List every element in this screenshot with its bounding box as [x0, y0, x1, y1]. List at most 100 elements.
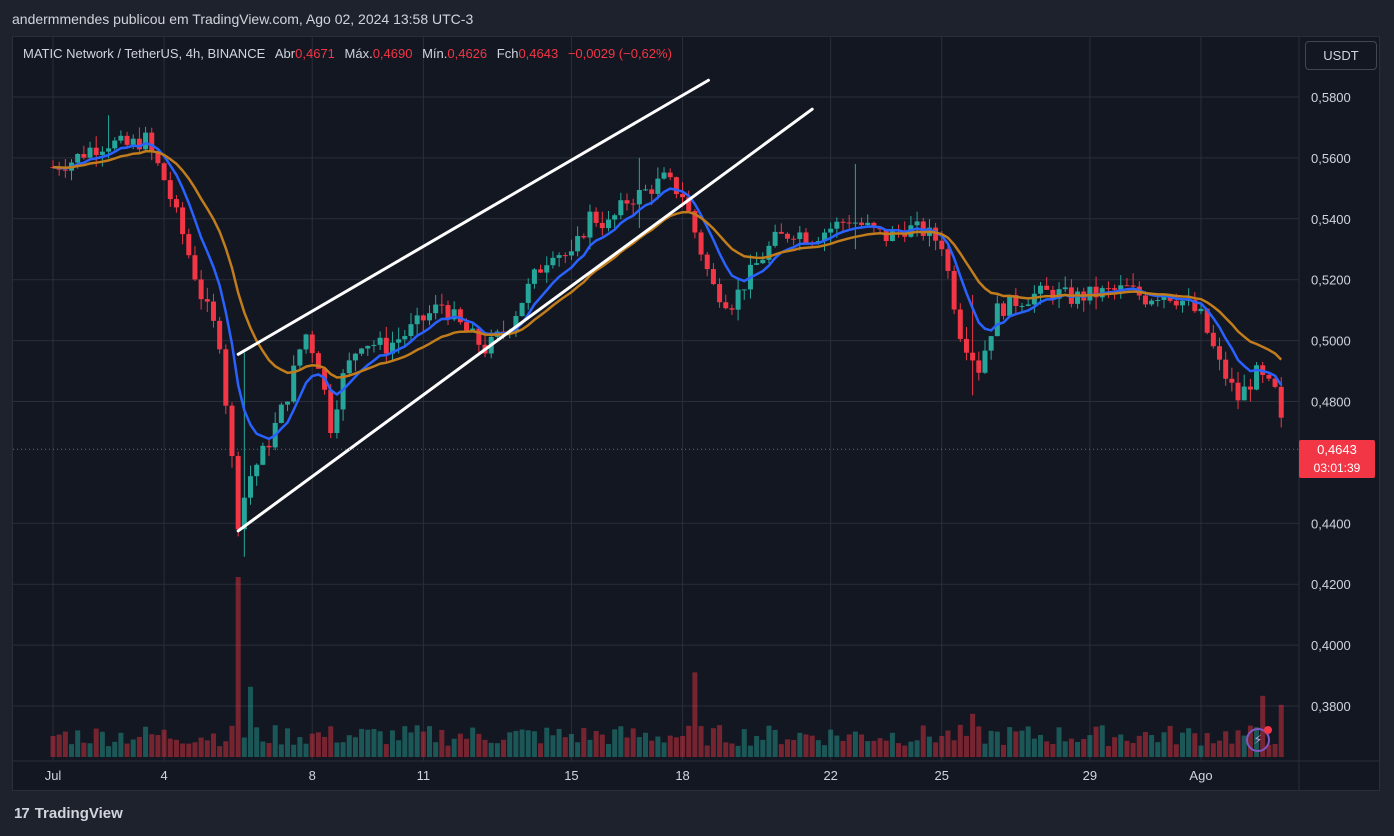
- candle-body: [970, 352, 976, 361]
- candle-body: [760, 259, 766, 264]
- volume-bar: [951, 740, 957, 757]
- volume-bar: [81, 742, 87, 757]
- volume-bar: [285, 728, 291, 757]
- candle-body: [612, 215, 618, 220]
- volume-bar: [1105, 746, 1111, 757]
- volume-bar: [173, 739, 179, 757]
- candle-body: [914, 221, 920, 226]
- volume-bar: [1179, 732, 1185, 757]
- volume-bar: [550, 735, 556, 757]
- last-price-tag: 0,4643 03:01:39: [1299, 440, 1375, 478]
- candle-body: [772, 231, 778, 246]
- candle-body: [1044, 285, 1050, 290]
- volume-bar: [192, 742, 198, 757]
- open-value: 0,4671: [295, 46, 335, 61]
- volume-bar: [470, 727, 476, 757]
- volume-bar: [383, 744, 389, 757]
- candle-body: [118, 135, 124, 141]
- notification-dot: [1264, 726, 1272, 734]
- candle-body: [544, 265, 550, 273]
- candle-body: [1000, 303, 1006, 316]
- currency-button[interactable]: USDT: [1305, 41, 1377, 70]
- volume-bar: [859, 734, 865, 757]
- volume-bar: [933, 742, 939, 757]
- chart-panel[interactable]: 0,5800 0,5600 0,5400 0,5200 0,5000 0,4800 0,44…: [12, 36, 1380, 791]
- candle-body: [99, 151, 105, 155]
- candle-body: [81, 154, 87, 158]
- x-tick-label: 25: [935, 768, 949, 783]
- volume-bar: [365, 729, 371, 757]
- volume-bar: [377, 731, 383, 757]
- candle-body: [1266, 374, 1272, 379]
- volume-bar: [1068, 738, 1074, 757]
- tradingview-logo[interactable]: 17 TradingView: [14, 805, 123, 822]
- volume-bar: [217, 746, 223, 757]
- volume-bar: [803, 734, 809, 757]
- candle-body: [470, 328, 476, 331]
- candle-body: [630, 203, 636, 205]
- change-value: −0,0029 (−0,62%): [567, 46, 672, 61]
- volume-bar: [655, 736, 661, 757]
- volume-bar: [106, 746, 112, 757]
- lightning-bolt-icon[interactable]: ⚡: [1246, 726, 1272, 752]
- volume-bar: [754, 736, 760, 757]
- volume-bar: [352, 737, 358, 757]
- candle-body: [1161, 294, 1167, 300]
- volume-bar: [1025, 726, 1031, 757]
- candle-body: [1019, 305, 1025, 307]
- volume-bar: [93, 728, 99, 757]
- candle-body: [840, 221, 846, 223]
- ohlc-legend: MATIC Network / TetherUS, 4h, BINANCE Ab…: [23, 46, 672, 61]
- close-value: 0,4643: [518, 46, 559, 61]
- candle-body: [976, 360, 982, 373]
- volume-bar: [420, 731, 426, 757]
- candle-body: [859, 222, 865, 225]
- candle-body: [167, 180, 173, 200]
- volume-bar: [291, 744, 297, 757]
- candle-body: [204, 299, 210, 302]
- volume-bar: [828, 729, 834, 757]
- volume-bar: [680, 736, 686, 757]
- volume-bar: [143, 726, 149, 757]
- candle-body: [784, 233, 790, 239]
- candle-body: [778, 231, 784, 234]
- volume-bar: [210, 733, 216, 757]
- volume-bar: [229, 725, 235, 757]
- volume-bar: [729, 743, 735, 757]
- candle-body: [951, 270, 957, 310]
- volume-bar: [340, 742, 346, 757]
- volume-bar: [69, 744, 75, 757]
- candle-body: [1056, 289, 1062, 299]
- volume-bar: [1186, 728, 1192, 757]
- candle-body: [1241, 386, 1247, 401]
- volume-bar: [464, 738, 470, 757]
- low-value: 0,4626: [447, 46, 488, 61]
- logo-text: TradingView: [34, 805, 123, 822]
- candle-body: [587, 211, 593, 238]
- volume-bar: [1155, 742, 1161, 757]
- candle-body: [599, 222, 605, 229]
- candle-body: [420, 315, 426, 321]
- candle-body: [309, 334, 315, 354]
- volume-bar: [1229, 743, 1235, 757]
- low-label: Mín.: [422, 46, 448, 61]
- volume-bar: [439, 729, 445, 757]
- volume-bar: [735, 745, 741, 757]
- candle-body: [192, 255, 198, 280]
- volume-bar: [871, 740, 877, 757]
- volume-bar: [939, 735, 945, 757]
- volume-bar: [389, 730, 395, 757]
- candle-body: [933, 227, 939, 241]
- volume-bar: [1075, 741, 1081, 757]
- candle-body: [920, 221, 926, 236]
- grid: [13, 37, 1299, 761]
- volume-bar: [624, 737, 630, 757]
- candle-body: [963, 338, 969, 353]
- candle-body: [315, 353, 321, 369]
- volume-bar: [507, 732, 513, 757]
- candle-body: [334, 409, 340, 434]
- candle-body: [550, 257, 556, 266]
- candlestick-chart[interactable]: 0,5800 0,5600 0,5400 0,5200 0,5000 0,4800 0,44…: [13, 37, 1379, 790]
- channel-trendline-2: [236, 107, 814, 533]
- candle-body: [828, 228, 834, 233]
